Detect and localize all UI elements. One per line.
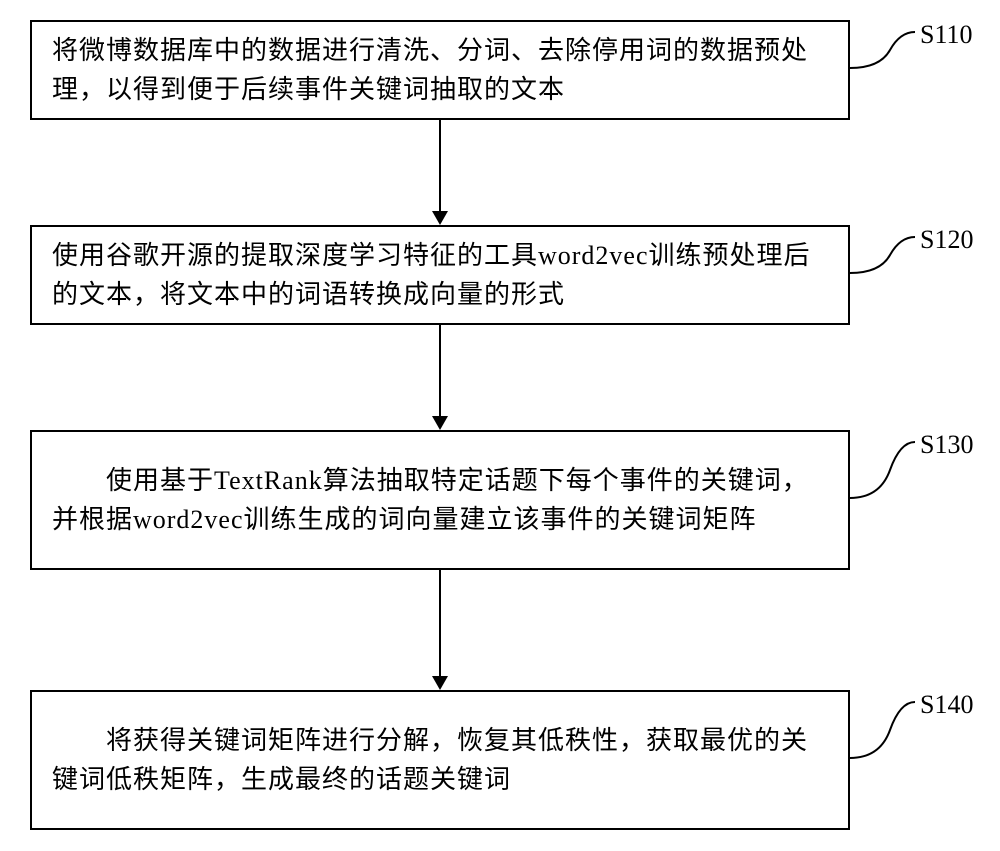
step-text-s130: 使用基于TextRank算法抽取特定话题下每个事件的关键词，并根据word2ve… — [52, 461, 828, 539]
arrow-line-1 — [439, 120, 441, 211]
arrow-head-3 — [432, 676, 448, 690]
step-text-s110: 将微博数据库中的数据进行清洗、分词、去除停用词的数据预处理，以得到便于后续事件关… — [52, 31, 828, 109]
step-text-s140: 将获得关键词矩阵进行分解，恢复其低秩性，获取最优的关键词低秩矩阵，生成最终的话题… — [52, 721, 828, 799]
label-connector-s110 — [850, 20, 920, 80]
step-label-s110: S110 — [920, 20, 973, 50]
arrow-line-2 — [439, 325, 441, 416]
step-label-s120: S120 — [920, 225, 973, 255]
arrow-line-3 — [439, 570, 441, 676]
step-text-s120: 使用谷歌开源的提取深度学习特征的工具word2vec训练预处理后的文本，将文本中… — [52, 236, 828, 314]
flowchart-container: 将微博数据库中的数据进行清洗、分词、去除停用词的数据预处理，以得到便于后续事件关… — [0, 0, 1000, 851]
step-label-s140: S140 — [920, 690, 973, 720]
label-connector-s130 — [850, 430, 920, 510]
label-connector-s140 — [850, 690, 920, 770]
step-box-s110: 将微博数据库中的数据进行清洗、分词、去除停用词的数据预处理，以得到便于后续事件关… — [30, 20, 850, 120]
step-label-s130: S130 — [920, 430, 973, 460]
label-connector-s120 — [850, 225, 920, 285]
arrow-head-2 — [432, 416, 448, 430]
step-box-s130: 使用基于TextRank算法抽取特定话题下每个事件的关键词，并根据word2ve… — [30, 430, 850, 570]
step-box-s140: 将获得关键词矩阵进行分解，恢复其低秩性，获取最优的关键词低秩矩阵，生成最终的话题… — [30, 690, 850, 830]
step-box-s120: 使用谷歌开源的提取深度学习特征的工具word2vec训练预处理后的文本，将文本中… — [30, 225, 850, 325]
arrow-head-1 — [432, 211, 448, 225]
